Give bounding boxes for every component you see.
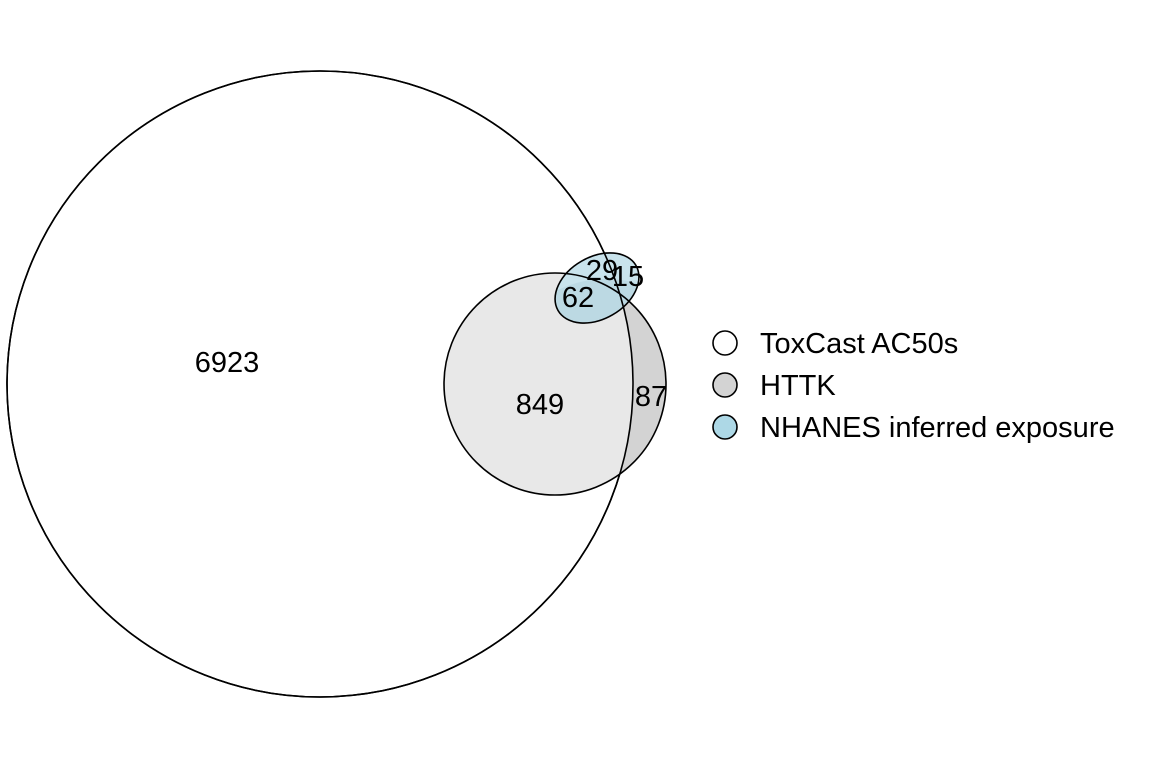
count-httk-only: 87 bbox=[635, 381, 667, 413]
count-nhanes-a: 29 bbox=[586, 255, 618, 287]
count-toxcast-only: 6923 bbox=[195, 347, 260, 379]
httk-outline bbox=[443, 272, 667, 496]
legend-label-nhanes: NHANES inferred exposure bbox=[760, 412, 1115, 444]
count-toxcast-httk: 849 bbox=[516, 389, 564, 421]
legend: ToxCast AC50s HTTK NHANES inferred expos… bbox=[712, 328, 1115, 444]
httk-toxcast-overlap bbox=[444, 273, 633, 495]
nhanes-outline bbox=[554, 252, 640, 324]
legend-swatch-httk bbox=[712, 372, 738, 398]
count-nhanes-b: 15 bbox=[612, 261, 644, 293]
legend-label-httk: HTTK bbox=[760, 370, 836, 402]
legend-swatch-nhanes bbox=[712, 414, 738, 440]
legend-swatch-toxcast bbox=[712, 330, 738, 356]
count-all-three: 62 bbox=[562, 282, 594, 314]
toxcast-outline bbox=[6, 70, 634, 698]
legend-label-toxcast: ToxCast AC50s bbox=[760, 328, 958, 360]
